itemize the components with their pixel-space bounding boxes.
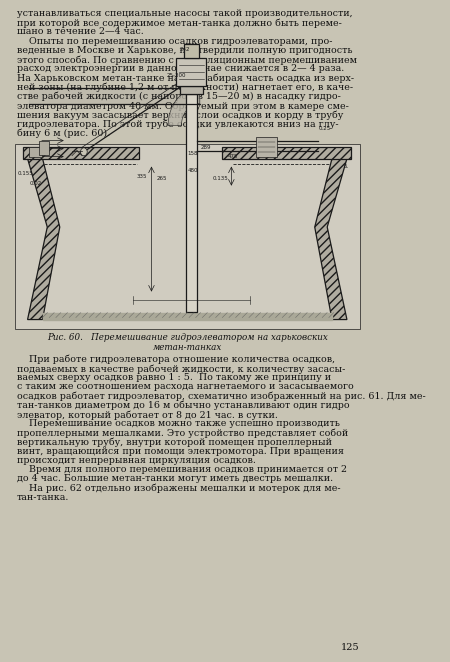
Text: 5.: 5. [343, 164, 348, 169]
Polygon shape [168, 87, 200, 126]
Text: На рис. 62 отдельно изображены мешалки и мотерок для ме-: На рис. 62 отдельно изображены мешалки и… [17, 484, 340, 493]
Text: 0.135: 0.135 [213, 176, 229, 181]
Text: Опыты по перемешиванию осадков гидроэлеваторами, про-: Опыты по перемешиванию осадков гидроэлев… [17, 36, 332, 46]
Text: пропеллерными мешалками. Это устройство представляет собой: пропеллерными мешалками. Это устройство … [17, 428, 348, 438]
Text: 289: 289 [201, 145, 212, 150]
Text: 0.155: 0.155 [18, 171, 33, 176]
Text: тан-танков диаметром до 16 м обычно устанавливают один гидро: тан-танков диаметром до 16 м обычно уста… [17, 401, 349, 410]
Bar [185, 93, 197, 312]
Bar [176, 58, 207, 85]
Text: 125: 125 [341, 643, 360, 652]
Bar [180, 85, 203, 93]
Bar [256, 136, 277, 157]
Text: 25-300: 25-300 [166, 73, 186, 78]
Text: Время для полного перемешивания осадков принимается от 2: Время для полного перемешивания осадков … [17, 465, 346, 474]
Text: до 4 час. Большие метан-танки могут иметь двестрь мешалки.: до 4 час. Большие метан-танки могут имет… [17, 475, 333, 483]
Text: 0.02: 0.02 [30, 181, 42, 186]
Text: стве рабочей жидкости (с напором в 15—20 м) в насадку гидро-: стве рабочей жидкости (с напором в 15—20… [17, 92, 341, 101]
Bar [184, 44, 199, 58]
Text: На Харьковском метан-танке насос, забирая часть осадка из верх-: На Харьковском метан-танке насос, забира… [17, 73, 354, 83]
Bar [29, 146, 42, 157]
Text: подаваемых в качестве рабочей жидкости, к количеству засасы-: подаваемых в качестве рабочей жидкости, … [17, 364, 345, 373]
Bar [222, 146, 351, 159]
Text: устанавливаться специальные насосы такой производительности,: устанавливаться специальные насосы такой… [17, 9, 352, 18]
Text: ваемых сверху осадков равно 1 : 5.  По такому же принципу и: ваемых сверху осадков равно 1 : 5. По та… [17, 373, 331, 382]
Polygon shape [27, 159, 60, 320]
Text: шано в течение 2—4 час.: шано в течение 2—4 час. [17, 27, 144, 36]
Text: элеватора диаметром 40 мм. Образуемый при этом в камере сме-: элеватора диаметром 40 мм. Образуемый пр… [17, 101, 348, 111]
Text: 335: 335 [136, 174, 147, 179]
Text: с таким же соотношением расхода нагнетаемого и засасываемого: с таким же соотношением расхода нагнетае… [17, 383, 353, 391]
Polygon shape [315, 159, 347, 320]
Circle shape [81, 148, 87, 156]
Text: тан-танка.: тан-танка. [17, 493, 69, 502]
Text: ней зоны (на глубине 1,2 м от поверхности) нагнетает его, в каче-: ней зоны (на глубине 1,2 м от поверхност… [17, 83, 353, 92]
Text: расход электроэнергии в данном случае снижается в 2— 4 раза.: расход электроэнергии в данном случае сн… [17, 64, 344, 73]
Text: 475: 475 [228, 154, 238, 159]
Bar [15, 144, 360, 329]
Text: 242: 242 [180, 47, 190, 52]
Text: бину 6 м (рис. 60).: бину 6 м (рис. 60). [17, 128, 110, 138]
Text: гидроэлеватора. По этой трубе осадки увлекаются вниз на глу-: гидроэлеватора. По этой трубе осадки увл… [17, 119, 338, 129]
Text: шения вакуум засасывает верхние слои осадков и корду в трубу: шения вакуум засасывает верхние слои оса… [17, 110, 343, 120]
Text: 480: 480 [188, 168, 198, 173]
Text: метан-танках: метан-танках [153, 343, 222, 352]
Text: 800: 800 [186, 291, 197, 295]
Text: вертикальную трубу, внутри которой помещен пропеллерный: вертикальную трубу, внутри которой помещ… [17, 438, 332, 447]
Text: веденные в Москве и Харькове, подтвердили полную пригодность: веденные в Москве и Харькове, подтвердил… [17, 46, 352, 55]
Bar [39, 140, 49, 155]
Text: 0.25: 0.25 [319, 126, 331, 131]
Text: 265: 265 [157, 176, 167, 181]
Text: винт, вращающийся при помощи электромотора. При вращения: винт, вращающийся при помощи электромото… [17, 447, 344, 456]
Text: 158: 158 [188, 151, 198, 156]
Text: Перемешивание осадков можно также успешно производить: Перемешивание осадков можно также успешн… [17, 419, 339, 428]
Text: элеватор, который работает от 8 до 21 час. в сутки.: элеватор, который работает от 8 до 21 ча… [17, 410, 278, 420]
Bar [23, 146, 139, 159]
Text: Рис. 60.   Перемешивание гидроэлеватором на харьковских: Рис. 60. Перемешивание гидроэлеватором н… [47, 333, 328, 342]
Text: этого способа. По сравнению с циркуляционным перемешиванием: этого способа. По сравнению с циркуляцио… [17, 55, 357, 64]
Text: происходит непрерывная циркуляция осадков.: происходит непрерывная циркуляция осадко… [17, 456, 256, 465]
Text: осадков работает гидроэлеватор, схематично изображенный на рис. 61. Для ме-: осадков работает гидроэлеватор, схематич… [17, 392, 425, 401]
Text: при которой все содержимое метан-танка должно быть переме-: при которой все содержимое метан-танка д… [17, 18, 342, 28]
Text: При работе гидроэлеватора отношение количества осадков,: При работе гидроэлеватора отношение коли… [17, 355, 335, 364]
